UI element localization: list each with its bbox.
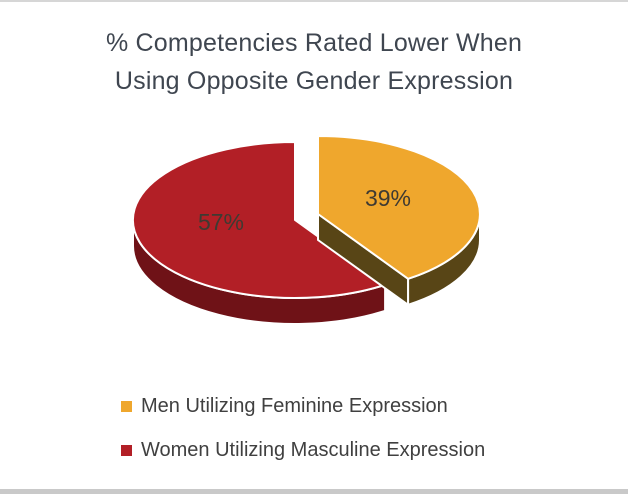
chart-legend: Men Utilizing Feminine Expression Women …: [121, 393, 485, 464]
data-label-women: 57%: [198, 209, 244, 235]
chart-title-line-1: % Competencies Rated Lower When: [105, 29, 523, 57]
legend-swatch-men-icon: [121, 401, 132, 412]
legend-label-men: Men Utilizing Feminine Expression: [141, 395, 448, 417]
window-bottom-edge: [0, 489, 628, 494]
legend-item-men: Men Utilizing Feminine Expression: [121, 393, 485, 420]
chart-title-line-2: Using Opposite Gender Expression: [114, 67, 514, 95]
legend-item-women: Women Utilizing Masculine Expression: [121, 437, 485, 464]
chart-title: % Competencies Rated Lower When Using Op…: [0, 24, 628, 100]
pie-slice-women: [131, 141, 387, 299]
legend-label-women: Women Utilizing Masculine Expression: [141, 439, 486, 461]
window-top-edge: [0, 0, 628, 2]
pie-slice-men: [317, 135, 481, 280]
legend-swatch-women-icon: [121, 445, 132, 456]
data-label-men: 39%: [365, 185, 411, 211]
